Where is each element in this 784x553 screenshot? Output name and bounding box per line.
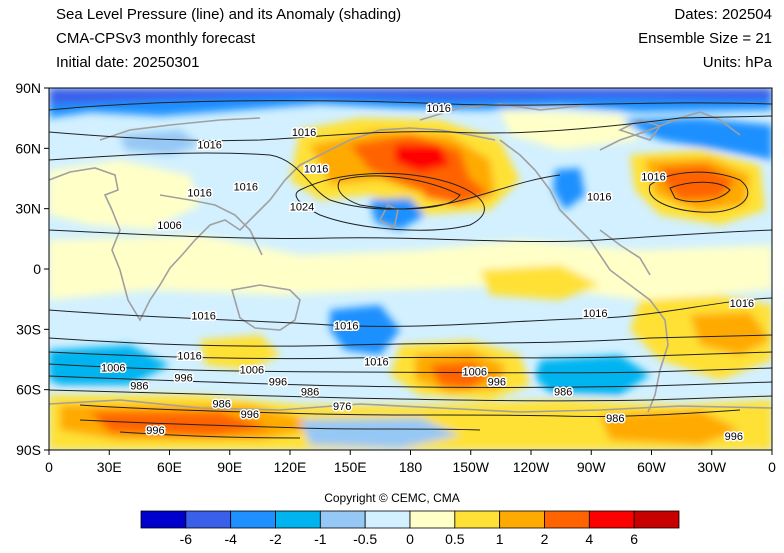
map-plot-area: 1016 1016 1006 1016 1016 1016 1024 1016 1016 1016… <box>49 88 772 450</box>
forecast-dates: Dates: 202504 <box>674 6 772 23</box>
contour-label: 1016 <box>730 298 754 310</box>
contour-label: 996 <box>725 431 743 443</box>
x-tick-label: 0 <box>768 459 776 475</box>
contour-label: 1016 <box>177 350 201 362</box>
colorbar-swatch <box>633 510 680 529</box>
contour-label: 1016 <box>583 308 607 320</box>
pressure-contours <box>49 100 772 439</box>
contour-label: 1006 <box>240 365 264 377</box>
units-label: Units: hPa <box>702 54 772 71</box>
x-tick-label: 30E <box>97 459 122 475</box>
contour-label: 986 <box>301 387 319 399</box>
colorbar-swatch <box>588 510 635 529</box>
x-tick-label: 150W <box>452 459 489 475</box>
contour-label: 1016 <box>292 127 316 139</box>
contour-label: 1006 <box>101 363 125 375</box>
x-tick-label: 60E <box>157 459 182 475</box>
colorbar-label: -6 <box>180 531 193 547</box>
contour-label: 1016 <box>197 139 221 151</box>
x-axis-ticks: 0 30E 60E 90E 120E 150E 180 150W 120W 90W 60W 30W 0 <box>45 450 776 475</box>
x-tick-label: 150E <box>334 459 367 475</box>
colorbar-label: 6 <box>630 531 638 547</box>
colorbar-label: 0 <box>406 531 414 547</box>
colorbar-swatch <box>409 510 456 529</box>
contour-label: 1016 <box>426 103 450 115</box>
y-tick-label: 30S <box>16 321 41 337</box>
contour-label: 1016 <box>641 171 665 183</box>
contour-label: 986 <box>130 381 148 393</box>
colorbar-label: -1 <box>314 531 327 547</box>
x-tick-label: 120W <box>513 459 550 475</box>
colorbar-swatch <box>319 510 366 529</box>
model-name: CMA-CPSv3 monthly forecast <box>56 30 256 47</box>
x-tick-label: 180 <box>399 459 423 475</box>
colorbar-swatch <box>230 510 276 529</box>
contour-label: 1006 <box>157 220 181 232</box>
contour-label: 1016 <box>587 192 611 204</box>
x-tick-label: 0 <box>45 459 53 475</box>
contour-label: 1006 <box>463 367 487 379</box>
colorbar-swatch <box>499 510 545 529</box>
contour-label: 1016 <box>304 163 328 175</box>
contour-label: 1024 <box>290 202 314 214</box>
colorbar-label: -0.5 <box>353 531 377 547</box>
colorbar-label: 0.5 <box>445 531 465 547</box>
colorbar-swatch <box>454 510 501 529</box>
colorbar-label: -4 <box>224 531 237 547</box>
colorbar-swatch <box>275 510 321 529</box>
colorbar-swatch <box>544 510 590 529</box>
colorbar-label: -2 <box>269 531 282 547</box>
map-title: Sea Level Pressure (line) and its Anomal… <box>56 6 402 23</box>
colorbar-swatch <box>140 510 187 529</box>
y-tick-label: 60S <box>16 382 41 398</box>
x-tick-label: 60W <box>637 459 667 475</box>
contour-label: 996 <box>241 409 259 421</box>
y-tick-label: 90S <box>16 442 41 458</box>
coastlines <box>49 103 772 413</box>
contour-label-group: 1016 1016 1006 1016 1016 1016 1024 1016 1016 1016… <box>100 102 756 445</box>
contour-label: 1016 <box>364 357 388 369</box>
contour-label: 976 <box>333 401 351 413</box>
contour-label: 996 <box>174 373 192 385</box>
x-tick-label: 120E <box>274 459 307 475</box>
colorbar-swatch <box>185 510 232 529</box>
contour-label: 1016 <box>187 188 211 200</box>
x-tick-label: 30W <box>697 459 727 475</box>
contour-label: 1016 <box>234 182 258 194</box>
colorbar-swatch <box>364 510 411 529</box>
contour-label: 986 <box>213 399 231 411</box>
contour-label: 996 <box>269 377 287 389</box>
contour-label: 996 <box>488 377 506 389</box>
y-tick-label: 0 <box>33 261 41 277</box>
x-tick-label: 90W <box>577 459 607 475</box>
x-tick-label: 90E <box>217 459 242 475</box>
contour-label: 1016 <box>334 320 358 332</box>
contour-label: 986 <box>554 387 572 399</box>
colorbar-label: 1 <box>496 531 504 547</box>
initial-date: Initial date: 20250301 <box>56 54 200 71</box>
copyright-text: Copyright © CEMC, CMA <box>324 491 460 505</box>
contour-label: 986 <box>606 413 624 425</box>
ensemble-size: Ensemble Size = 21 <box>638 30 772 47</box>
contour-label: 996 <box>146 425 164 437</box>
y-tick-label: 90N <box>15 80 41 96</box>
colorbar-label: 4 <box>585 531 593 547</box>
contour-label: 1016 <box>191 310 215 322</box>
colorbar-label: 2 <box>541 531 549 547</box>
y-axis-ticks: 90N 60N 30N 0 30S 60S 90S <box>15 80 49 458</box>
colorbar: -6 -4 -2 -1 -0.5 0 0.5 1 2 4 6 <box>140 510 680 547</box>
y-tick-label: 30N <box>15 201 41 217</box>
y-tick-label: 60N <box>15 140 41 156</box>
